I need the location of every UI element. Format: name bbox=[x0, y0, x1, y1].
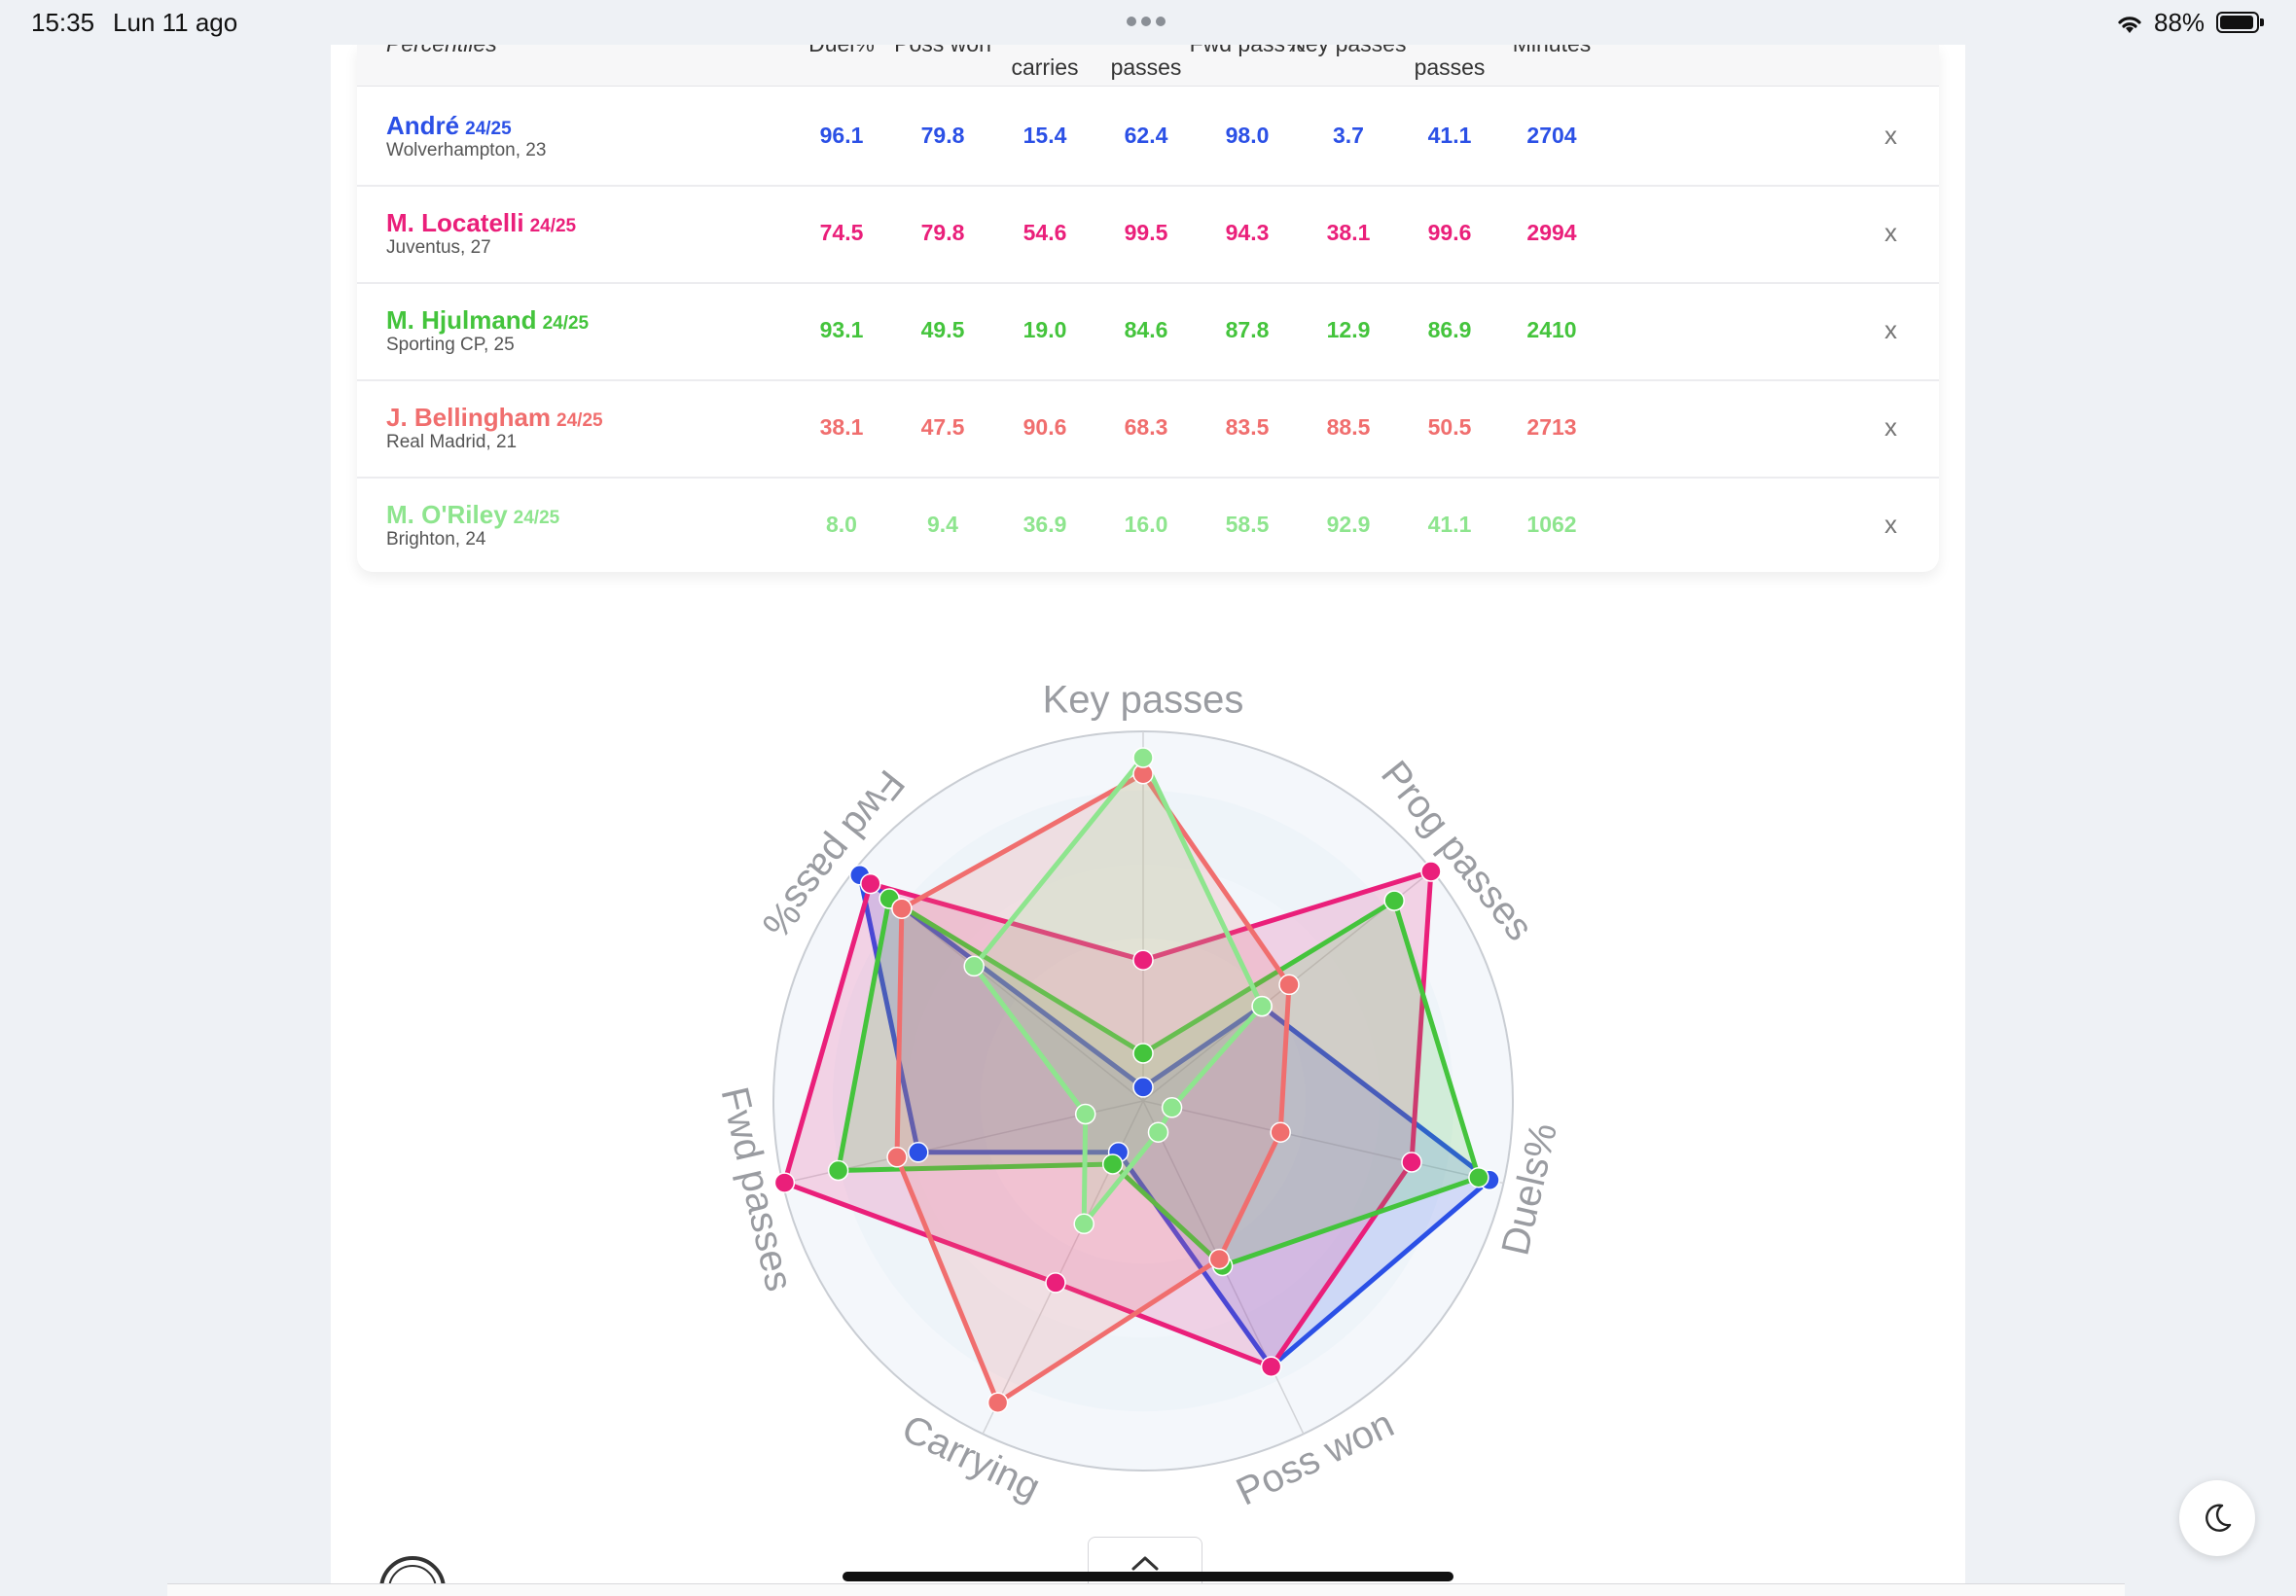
stat-cell: 62.4 bbox=[1124, 123, 1168, 148]
player-name[interactable]: M. Hjulmand 24/25 bbox=[386, 305, 589, 336]
stat-cell: 49.5 bbox=[920, 317, 965, 342]
stat-cell: 87.8 bbox=[1225, 317, 1270, 342]
remove-player-button[interactable]: x bbox=[1884, 412, 1897, 442]
stat-cell: 36.9 bbox=[1022, 512, 1067, 537]
stat-cell: 58.5 bbox=[1225, 512, 1270, 537]
stat-cell: 2994 bbox=[1526, 220, 1577, 245]
table-row: André 24/25 Wolverhampton, 23 96.1 79.8 15.4 6… bbox=[357, 88, 1939, 187]
stat-cell: 92.9 bbox=[1326, 512, 1371, 537]
stat-cell: 47.5 bbox=[920, 414, 965, 440]
stat-cell: 15.4 bbox=[1022, 123, 1067, 148]
stat-cell: 9.4 bbox=[927, 512, 958, 537]
status-bar: 15:35 Lun 11 ago 88% bbox=[0, 0, 2296, 45]
remove-player-button[interactable]: x bbox=[1884, 510, 1897, 539]
table-row: M. Hjulmand 24/25 Sporting CP, 25 93.1 49.5 1… bbox=[357, 282, 1939, 381]
player-club: Sporting CP, 25 bbox=[386, 335, 515, 355]
stat-cell: 2410 bbox=[1526, 317, 1577, 342]
status-time: 15:35 bbox=[31, 8, 95, 37]
table-row: M. O'Riley 24/25 Brighton, 24 8.0 9.4 36.9 16.… bbox=[357, 477, 1939, 572]
stat-cell: 2713 bbox=[1526, 414, 1577, 440]
remove-player-button[interactable]: x bbox=[1884, 315, 1897, 344]
status-date: Lun 11 ago bbox=[113, 8, 238, 37]
stat-cell: 83.5 bbox=[1225, 414, 1270, 440]
stat-cell: 38.1 bbox=[1326, 220, 1371, 245]
stat-cell: 99.5 bbox=[1124, 220, 1168, 245]
player-club: Wolverhampton, 23 bbox=[386, 140, 547, 160]
stat-cell: 99.6 bbox=[1427, 220, 1472, 245]
stat-cell: 74.5 bbox=[819, 220, 864, 245]
player-name[interactable]: J. Bellingham 24/25 bbox=[386, 403, 603, 433]
stat-cell: 98.0 bbox=[1225, 123, 1270, 148]
browser-bottom-bar bbox=[167, 1583, 2125, 1596]
stat-cell: 8.0 bbox=[826, 512, 857, 537]
comparison-table: PercentilesDuel%Poss woncarriespassesFwd… bbox=[357, 45, 1939, 572]
player-name[interactable]: M. Locatelli 24/25 bbox=[386, 208, 576, 238]
multitasking-dots-icon[interactable] bbox=[1127, 14, 1171, 26]
stat-cell: 86.9 bbox=[1427, 317, 1472, 342]
stat-cell: 94.3 bbox=[1225, 220, 1270, 245]
stat-cell: 19.0 bbox=[1022, 317, 1067, 342]
battery-icon bbox=[2216, 12, 2264, 33]
player-name-text: M. O'Riley bbox=[386, 500, 508, 529]
stat-cell: 41.1 bbox=[1427, 512, 1472, 537]
stat-cell: 2704 bbox=[1526, 123, 1577, 148]
column-header[interactable]: passes bbox=[1110, 54, 1182, 80]
player-name-text: M. Locatelli bbox=[386, 208, 524, 237]
home-indicator[interactable] bbox=[843, 1572, 1453, 1581]
stat-cell: 1062 bbox=[1526, 512, 1577, 537]
table-header: PercentilesDuel%Poss woncarriespassesFwd… bbox=[357, 45, 1939, 87]
stat-cell: 3.7 bbox=[1333, 123, 1364, 148]
stat-cell: 50.5 bbox=[1427, 414, 1472, 440]
player-club: Juventus, 27 bbox=[386, 237, 491, 258]
stat-cell: 16.0 bbox=[1124, 512, 1168, 537]
stat-cell: 96.1 bbox=[819, 123, 864, 148]
remove-player-button[interactable]: x bbox=[1884, 121, 1897, 150]
column-header[interactable]: Minutes bbox=[1474, 45, 1630, 57]
stat-cell: 90.6 bbox=[1022, 414, 1067, 440]
player-name[interactable]: André 24/25 bbox=[386, 111, 512, 141]
chevron-up-icon bbox=[1131, 1556, 1159, 1571]
column-header[interactable]: Duel% bbox=[764, 45, 919, 57]
stat-cell: 41.1 bbox=[1427, 123, 1472, 148]
dark-mode-toggle[interactable] bbox=[2179, 1480, 2255, 1556]
stat-cell: 38.1 bbox=[819, 414, 864, 440]
page-panel: PercentilesDuel%Poss woncarriespassesFwd… bbox=[331, 45, 1965, 1595]
stat-cell: 68.3 bbox=[1124, 414, 1168, 440]
column-header[interactable]: carries bbox=[1011, 54, 1079, 80]
stat-cell: 79.8 bbox=[920, 220, 965, 245]
player-club: Brighton, 24 bbox=[386, 529, 486, 550]
moon-icon bbox=[2206, 1504, 2232, 1532]
player-club: Real Madrid, 21 bbox=[386, 432, 518, 452]
table-row: J. Bellingham 24/25 Real Madrid, 21 38.1 47.… bbox=[357, 379, 1939, 479]
player-name[interactable]: M. O'Riley 24/25 bbox=[386, 500, 559, 530]
column-header[interactable]: passes bbox=[1414, 54, 1486, 80]
stat-cell: 12.9 bbox=[1326, 317, 1371, 342]
player-season: 24/25 bbox=[542, 313, 590, 334]
player-season: 24/25 bbox=[465, 119, 512, 139]
player-name-text: J. Bellingham bbox=[386, 403, 552, 432]
player-season: 24/25 bbox=[513, 508, 560, 528]
table-row: M. Locatelli 24/25 Juventus, 27 74.5 79.8 54.… bbox=[357, 185, 1939, 284]
column-header[interactable]: Poss won bbox=[865, 45, 1021, 57]
column-header[interactable]: Key passes bbox=[1271, 45, 1426, 57]
player-name-text: André bbox=[386, 111, 460, 140]
battery-percentage: 88% bbox=[2154, 8, 2206, 37]
stat-cell: 84.6 bbox=[1124, 317, 1168, 342]
player-season: 24/25 bbox=[556, 410, 603, 431]
remove-player-button[interactable]: x bbox=[1884, 218, 1897, 247]
column-header[interactable]: Percentiles bbox=[386, 45, 497, 57]
stat-cell: 88.5 bbox=[1326, 414, 1371, 440]
column-header[interactable]: Fwd pass% bbox=[1169, 45, 1325, 57]
stat-cell: 79.8 bbox=[920, 123, 965, 148]
stat-cell: 54.6 bbox=[1022, 220, 1067, 245]
wifi-icon bbox=[2118, 17, 2141, 33]
player-season: 24/25 bbox=[529, 216, 577, 236]
stat-cell: 93.1 bbox=[819, 317, 864, 342]
player-name-text: M. Hjulmand bbox=[386, 305, 537, 335]
